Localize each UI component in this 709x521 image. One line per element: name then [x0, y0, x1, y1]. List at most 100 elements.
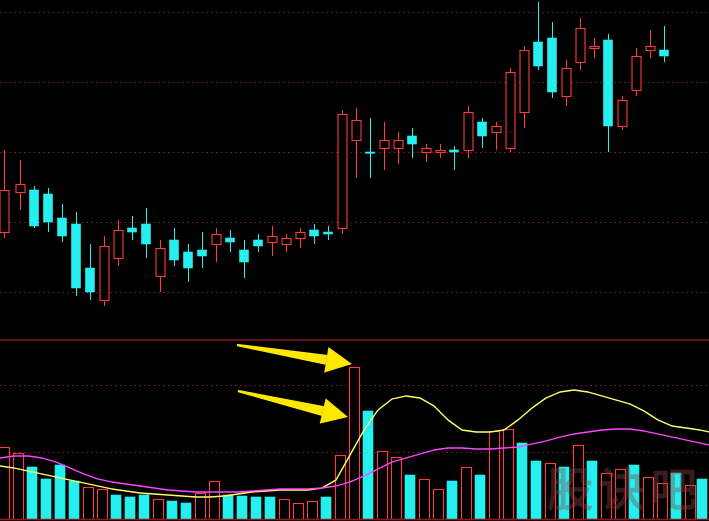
candle[interactable]	[169, 228, 179, 266]
candle[interactable]	[281, 234, 292, 252]
candle[interactable]	[435, 144, 446, 158]
volume-bar-filled[interactable]	[110, 494, 122, 520]
volume-bar-filled[interactable]	[222, 494, 234, 520]
volume-bar-hollow[interactable]	[208, 480, 221, 521]
candle[interactable]	[533, 2, 543, 70]
volume-bar-hollow[interactable]	[418, 478, 431, 521]
volume-bar-filled[interactable]	[26, 466, 38, 520]
candle[interactable]	[0, 150, 10, 238]
volume-bar-hollow[interactable]	[82, 486, 95, 521]
candle[interactable]	[463, 106, 474, 158]
volume-bar-filled[interactable]	[40, 478, 52, 520]
candle[interactable]	[491, 122, 502, 150]
candle[interactable]	[211, 228, 222, 262]
candle[interactable]	[379, 122, 390, 170]
volume-bar-filled[interactable]	[54, 464, 66, 520]
candle[interactable]	[407, 128, 417, 158]
candle[interactable]	[253, 234, 263, 252]
volume-bar-filled[interactable]	[264, 496, 276, 520]
volume-bar-filled[interactable]	[362, 410, 374, 520]
volume-bar-filled[interactable]	[180, 502, 192, 520]
candle[interactable]	[351, 108, 362, 178]
candle[interactable]	[659, 26, 669, 62]
candle[interactable]	[547, 22, 557, 98]
candle[interactable]	[477, 118, 487, 148]
candle[interactable]	[85, 244, 95, 300]
candle[interactable]	[57, 204, 67, 242]
volume-bar-filled[interactable]	[166, 500, 178, 520]
volume-bar-hollow[interactable]	[656, 482, 669, 521]
volume-bar-hollow[interactable]	[96, 488, 109, 521]
candle[interactable]	[113, 220, 124, 266]
volume-bar-filled[interactable]	[474, 474, 486, 520]
candle[interactable]	[337, 110, 348, 234]
volume-bar-filled[interactable]	[124, 496, 136, 520]
candle[interactable]	[99, 236, 110, 306]
volume-bar-filled[interactable]	[446, 480, 458, 520]
candle[interactable]	[575, 18, 586, 70]
volume-bar-filled[interactable]	[696, 478, 708, 520]
volume-bar-hollow[interactable]	[390, 456, 403, 521]
candle[interactable]	[141, 208, 151, 258]
candle[interactable]	[519, 46, 530, 128]
candle[interactable]	[127, 216, 137, 240]
volume-bar-hollow[interactable]	[488, 430, 501, 521]
volume-bar-hollow[interactable]	[684, 484, 697, 521]
candle[interactable]	[603, 34, 613, 152]
volume-bar-filled[interactable]	[558, 466, 570, 520]
volume-panel-bars[interactable]	[0, 366, 708, 521]
candle[interactable]	[323, 226, 333, 240]
volume-bar-hollow[interactable]	[544, 462, 557, 521]
volume-bar-filled[interactable]	[530, 460, 542, 520]
volume-bar-hollow[interactable]	[348, 366, 361, 521]
volume-bar-hollow[interactable]	[572, 444, 585, 521]
candle[interactable]	[155, 240, 166, 292]
volume-bar-hollow[interactable]	[600, 472, 613, 521]
volume-bar-hollow[interactable]	[306, 500, 319, 521]
volume-bar-filled[interactable]	[404, 474, 416, 520]
volume-bar-hollow[interactable]	[376, 450, 389, 521]
candle[interactable]	[267, 226, 278, 256]
candle[interactable]	[197, 232, 207, 268]
volume-bar-filled[interactable]	[236, 495, 248, 520]
candle[interactable]	[449, 146, 459, 170]
volume-bar-hollow[interactable]	[642, 476, 655, 521]
volume-bar-hollow[interactable]	[614, 468, 627, 521]
candle[interactable]	[505, 68, 516, 152]
volume-bar-filled[interactable]	[250, 496, 262, 520]
candle[interactable]	[295, 228, 306, 248]
volume-bar-hollow[interactable]	[278, 498, 291, 521]
candle[interactable]	[239, 240, 249, 278]
volume-bar-filled[interactable]	[138, 494, 150, 520]
candle[interactable]	[71, 212, 81, 296]
candle[interactable]	[309, 224, 319, 244]
volume-bar-hollow[interactable]	[152, 498, 165, 521]
volume-bar-filled[interactable]	[320, 496, 332, 520]
candle[interactable]	[561, 60, 572, 106]
candle[interactable]	[365, 118, 375, 178]
price-panel-candles[interactable]	[0, 2, 669, 306]
candle[interactable]	[29, 186, 39, 228]
volume-bar-filled[interactable]	[586, 460, 598, 520]
candle[interactable]	[43, 188, 53, 232]
volume-bar-hollow[interactable]	[292, 502, 305, 521]
volume-bar-hollow[interactable]	[460, 466, 473, 521]
candle[interactable]	[183, 244, 193, 282]
candle-body-hollow	[155, 247, 166, 278]
volume-bar-hollow[interactable]	[432, 488, 445, 521]
volume-bar-hollow[interactable]	[12, 452, 25, 521]
volume-bar-filled[interactable]	[516, 442, 528, 520]
candle[interactable]	[15, 160, 26, 210]
volume-bar-filled[interactable]	[628, 464, 640, 520]
candle[interactable]	[421, 144, 432, 162]
candle[interactable]	[589, 38, 600, 58]
volume-bar-filled[interactable]	[68, 480, 80, 520]
candle[interactable]	[645, 30, 656, 58]
volume-bar-hollow[interactable]	[502, 428, 515, 521]
volume-bar-filled[interactable]	[670, 472, 682, 520]
candle[interactable]	[617, 96, 628, 130]
candle[interactable]	[393, 132, 404, 164]
candle[interactable]	[225, 230, 235, 252]
candle[interactable]	[631, 48, 642, 96]
